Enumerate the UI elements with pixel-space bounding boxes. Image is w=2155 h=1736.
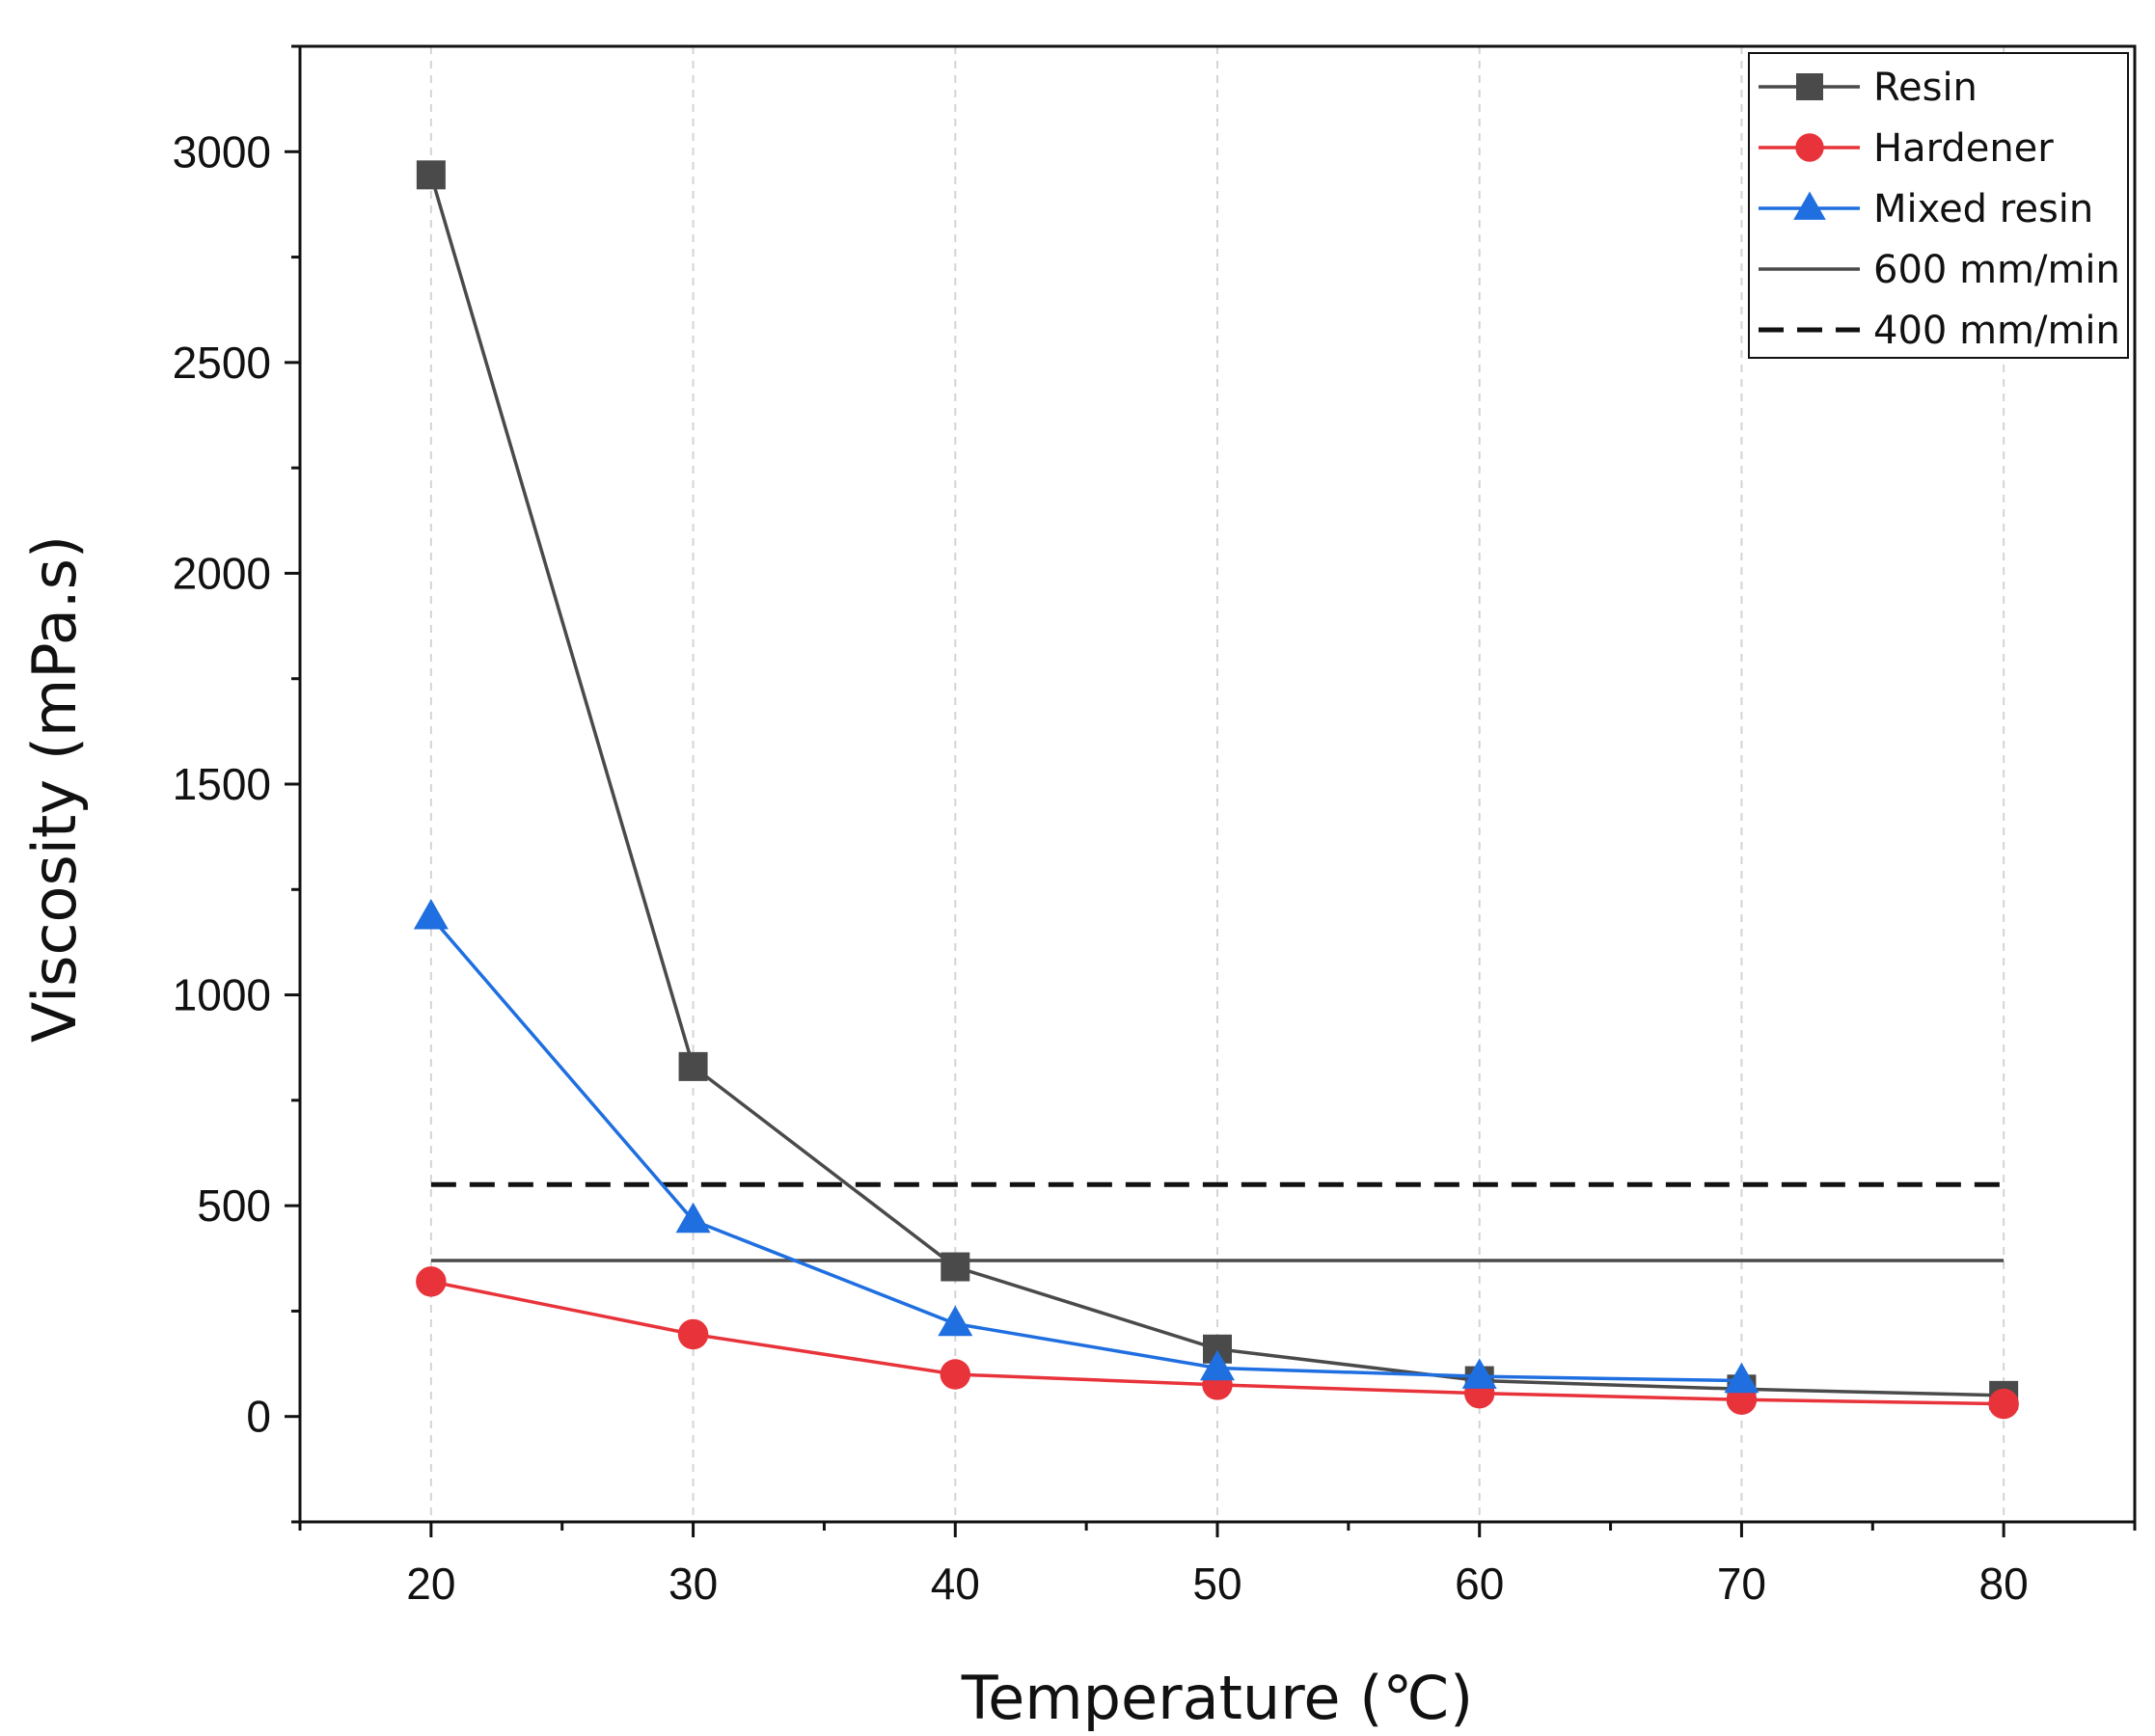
x-tick-label: 80 xyxy=(1979,1559,2029,1609)
x-tick-label: 20 xyxy=(406,1559,455,1609)
legend-label: 400 mm/min xyxy=(1873,309,2120,353)
x-tick-label: 70 xyxy=(1717,1559,1766,1609)
legend-marker xyxy=(1795,133,1824,162)
axis-ticks: 20 30 40 50 60 70 80 0 500 1000 1500 2000 2500 3000 xyxy=(173,44,2137,1609)
data-point xyxy=(413,898,449,930)
x-axis-title: Temperature (℃) xyxy=(961,1663,1473,1733)
data-series xyxy=(413,160,2019,1420)
y-tick-label: 0 xyxy=(246,1392,271,1442)
data-point xyxy=(678,1051,708,1081)
legend: Resin Hardener Mixed resin 600 mm/min 400 mm… xyxy=(1748,52,2129,359)
x-tick-label: 50 xyxy=(1192,1559,1241,1609)
y-axis-title: Viscosity (mPa.s) xyxy=(19,535,90,1043)
y-tick-label: 1500 xyxy=(173,759,271,809)
legend-label: 600 mm/min xyxy=(1873,248,2120,292)
data-point xyxy=(938,1305,973,1337)
data-point xyxy=(677,1318,709,1350)
data-point xyxy=(1724,1362,1759,1394)
y-tick-label: 2000 xyxy=(173,548,271,598)
reference-lines xyxy=(430,1181,2005,1262)
data-point xyxy=(416,160,446,190)
data-point xyxy=(675,1202,711,1234)
series-line xyxy=(429,915,1742,1383)
data-point xyxy=(940,1359,971,1390)
y-tick-label: 3000 xyxy=(173,126,271,176)
series-mixed-resin xyxy=(413,898,1759,1394)
x-tick-label: 40 xyxy=(931,1559,980,1609)
data-point xyxy=(941,1252,970,1282)
data-point xyxy=(1461,1358,1497,1389)
legend-label: Resin xyxy=(1873,66,1978,110)
legend-label: Mixed resin xyxy=(1873,187,2093,231)
x-tick-label: 60 xyxy=(1455,1559,1504,1609)
legend-label: Hardener xyxy=(1873,126,2054,171)
y-tick-label: 2500 xyxy=(173,338,271,388)
x-tick-label: 30 xyxy=(668,1559,718,1609)
data-point xyxy=(1200,1349,1235,1381)
y-tick-label: 500 xyxy=(197,1180,271,1231)
data-point xyxy=(416,1266,447,1297)
legend-marker xyxy=(1796,73,1823,100)
data-point xyxy=(1988,1388,2019,1420)
legend-marker xyxy=(1793,191,1826,220)
y-tick-label: 1000 xyxy=(173,970,271,1020)
